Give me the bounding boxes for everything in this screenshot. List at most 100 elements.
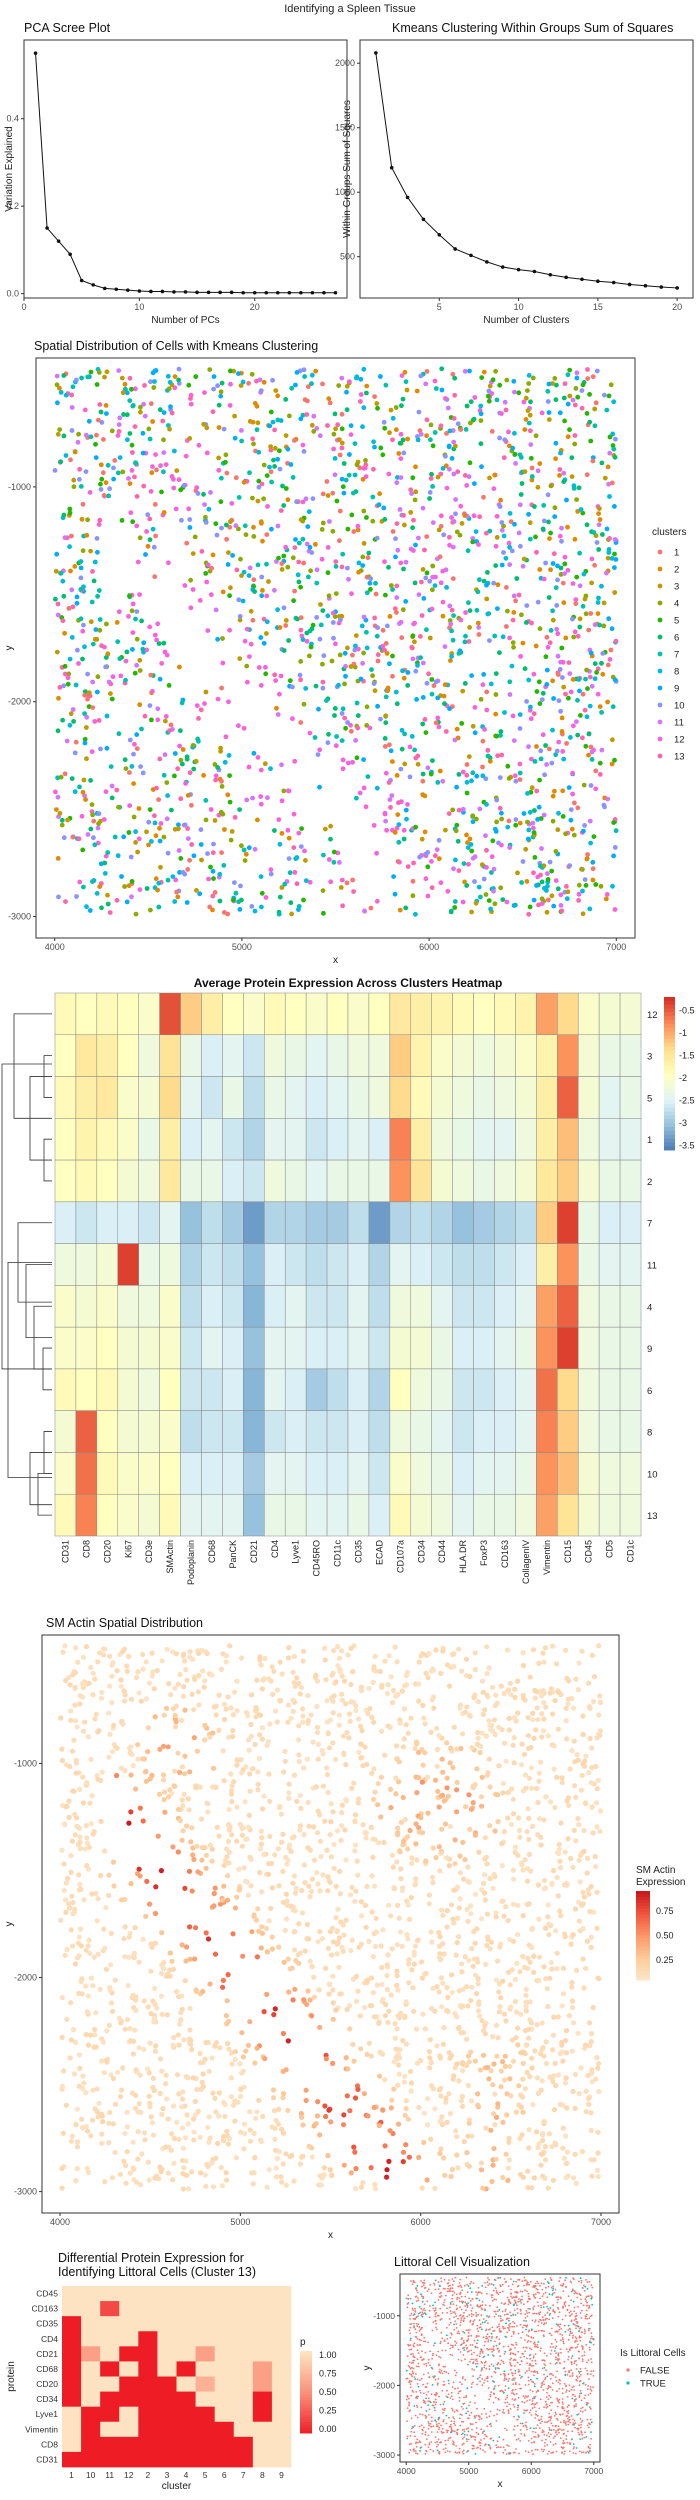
smactin-point (88, 1821, 94, 1827)
smactin-point (371, 1796, 377, 1803)
smactin-point (132, 2105, 139, 2111)
cluster-point (91, 578, 97, 584)
cluster-point (418, 373, 424, 379)
smactin-point (166, 1794, 172, 1800)
cluster-point (218, 745, 224, 751)
smactin-point (161, 1789, 168, 1795)
cluster-point (134, 636, 140, 642)
heatmap-col-label: CollagenIV (521, 1540, 531, 1584)
smactin-point (305, 1988, 311, 1994)
heatmap-cell (410, 1410, 432, 1453)
heatmap-cell (180, 1493, 202, 1537)
cluster-point (513, 461, 518, 466)
smactin-point (330, 1809, 336, 1815)
cluster-point (516, 530, 522, 536)
smactin-point (524, 2069, 530, 2076)
smactin-point (141, 2046, 147, 2052)
cluster-point (484, 689, 490, 695)
cluster-point (157, 838, 163, 844)
cluster-point (550, 608, 555, 614)
cluster-point (258, 767, 264, 773)
smactin-point (133, 2007, 139, 2014)
smactin-point (472, 1650, 478, 1656)
heatmap-cell (473, 1410, 495, 1453)
cluster-point (161, 834, 167, 840)
smactin-point (90, 1670, 96, 1676)
cluster-point (501, 455, 507, 461)
smactin-point (472, 1940, 478, 1946)
cluster-point (444, 585, 449, 590)
cluster-point (90, 705, 96, 710)
smactin-point (440, 1912, 446, 1918)
cluster-point (115, 470, 121, 476)
cluster-point (407, 774, 413, 780)
cluster-point (339, 877, 345, 883)
smactin-point (187, 2005, 193, 2011)
cluster-point (67, 544, 72, 550)
cluster-point (294, 881, 300, 887)
heatmap-cell (494, 1368, 516, 1411)
smactin-point (93, 2010, 99, 2016)
smactin-point (527, 1674, 533, 1680)
cluster-point (236, 495, 242, 500)
heatmap-cell (284, 992, 307, 1036)
cluster-point (277, 691, 282, 697)
cluster-point (218, 499, 224, 505)
smactin-point (528, 2020, 535, 2026)
cluster-point (107, 486, 112, 492)
smactin-point (446, 1863, 452, 1869)
cluster-point (285, 446, 291, 452)
cluster-point (450, 637, 456, 643)
cluster-point (303, 496, 309, 502)
heatmap-cell (243, 1076, 265, 1119)
cluster-point (78, 575, 84, 581)
cluster-point (129, 879, 135, 884)
cluster-point (250, 795, 256, 801)
cluster-point (588, 840, 593, 846)
cluster-point (339, 711, 345, 716)
cluster-point (399, 403, 404, 409)
smactin-point (522, 2027, 529, 2034)
cluster-point (583, 883, 589, 888)
smactin-point (382, 2077, 388, 2083)
smactin-point (122, 1698, 128, 1704)
smactin-point (184, 1944, 190, 1950)
cluster-point (110, 674, 116, 680)
smactin-point (486, 1756, 492, 1762)
cluster-point (572, 536, 578, 542)
cluster-point (129, 468, 135, 473)
cluster-point (462, 879, 467, 885)
smactin-point (543, 1976, 549, 1982)
cluster-point (412, 497, 418, 503)
cluster-point (247, 565, 253, 571)
smactin-point (300, 2122, 306, 2128)
smactin-point (559, 1779, 565, 1786)
smactin-point (118, 1683, 124, 1689)
smactin-point (325, 1888, 331, 1894)
heatmap-cell (75, 1285, 98, 1328)
smactin-point (59, 1746, 65, 1752)
heatmap-cell (138, 1410, 160, 1453)
cluster-point (321, 910, 326, 916)
heatmap-cell (201, 1159, 223, 1203)
cluster-point (161, 640, 167, 646)
cluster-point (172, 751, 178, 756)
smactin-point (555, 2072, 562, 2078)
cluster-point (371, 681, 377, 686)
smactin-point (209, 2160, 215, 2166)
smactin-point (301, 1648, 307, 1654)
heatmap-cell (138, 1285, 160, 1328)
heatmap-cell (326, 1243, 349, 1286)
smactin-point (237, 1821, 243, 1828)
heatmap-colorbar-step (664, 1134, 675, 1140)
heatmap-cell (222, 1410, 244, 1453)
heatmap-col-label: CD5 (605, 1540, 615, 1558)
cluster-point (92, 842, 98, 848)
cluster-point (227, 403, 233, 408)
cluster-point (466, 861, 471, 867)
smactin-point (353, 1973, 359, 1980)
smactin-point (246, 1747, 252, 1753)
cluster-point (102, 374, 107, 380)
smactin-point (479, 1803, 485, 1809)
cluster-point (472, 730, 478, 736)
